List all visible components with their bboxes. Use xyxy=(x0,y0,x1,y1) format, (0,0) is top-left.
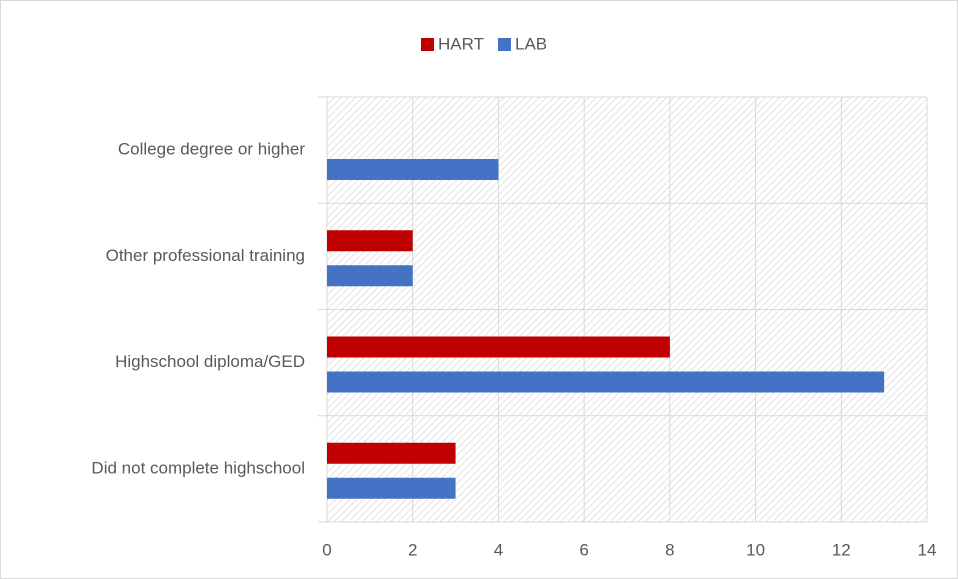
x-tick-label: 4 xyxy=(494,540,503,559)
bar xyxy=(327,159,499,180)
bar xyxy=(327,336,670,358)
legend-swatch xyxy=(421,38,434,51)
x-tick-label: 0 xyxy=(322,540,331,559)
x-tick-label: 8 xyxy=(665,540,674,559)
x-tick-label: 6 xyxy=(579,540,588,559)
legend-label: HART xyxy=(438,34,484,53)
legend-label: LAB xyxy=(515,34,547,53)
x-tick-label: 12 xyxy=(832,540,851,559)
y-tick-label: Other professional training xyxy=(106,246,305,265)
bar xyxy=(327,265,413,287)
x-tick-label: 2 xyxy=(408,540,417,559)
bar xyxy=(327,442,456,464)
y-tick-label: Did not complete highschool xyxy=(91,458,305,477)
legend-swatch xyxy=(497,38,511,51)
y-tick-label: College degree or higher xyxy=(118,140,305,159)
bar xyxy=(327,371,885,393)
bar xyxy=(327,230,413,252)
x-tick-label: 14 xyxy=(918,540,937,559)
y-tick-label: Highschool diploma/GED xyxy=(115,352,305,371)
x-tick-label: 10 xyxy=(746,540,765,559)
bar xyxy=(327,477,456,499)
